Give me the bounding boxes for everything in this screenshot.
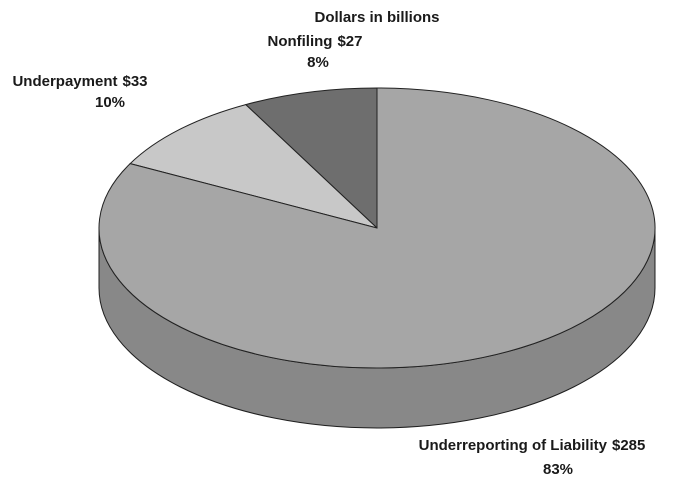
- slice: [129, 104, 378, 229]
- value-label: $33: [123, 73, 148, 90]
- slice-label: Nonfiling $27: [267, 33, 362, 50]
- chart-title: Dollars in billions: [314, 9, 439, 26]
- value-label: $285: [612, 437, 645, 454]
- side-shade: [99, 228, 655, 428]
- slice-label: Underpayment $33: [12, 73, 147, 90]
- category-name: Nonfiling: [267, 33, 332, 50]
- value-label: $27: [337, 33, 362, 50]
- category-name: Underreporting of Liability: [419, 437, 608, 454]
- slice-label: Underreporting of Liability $285: [419, 437, 646, 454]
- slice: [244, 87, 378, 230]
- percent-label: 10%: [95, 94, 125, 111]
- percent-label: 8%: [307, 54, 329, 71]
- slice: [98, 87, 656, 369]
- percent-label: 83%: [543, 461, 573, 478]
- category-name: Underpayment: [12, 73, 117, 90]
